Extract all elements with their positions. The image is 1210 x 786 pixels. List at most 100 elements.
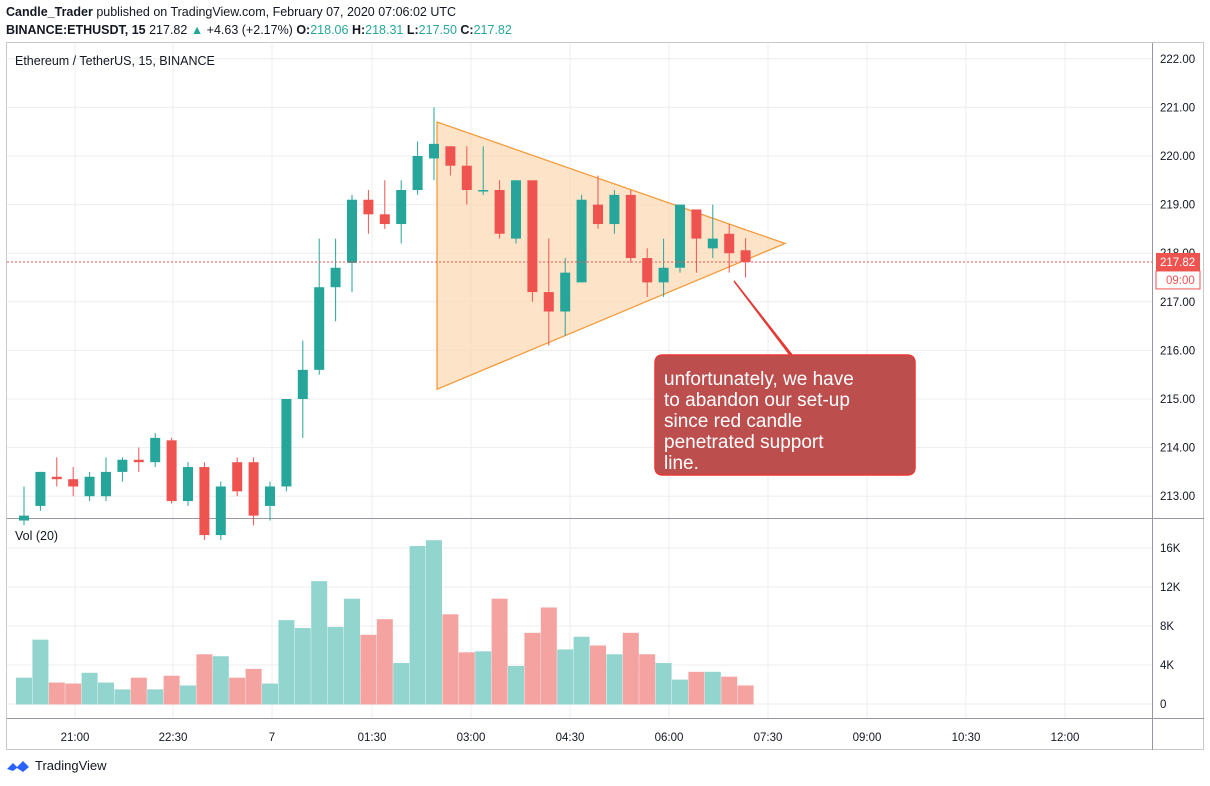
volume-bar: [622, 632, 639, 705]
volume-bar: [98, 682, 114, 705]
candle-body: [576, 199, 587, 283]
open-label: O:: [296, 23, 311, 37]
candle-body: [232, 462, 243, 492]
candle-body: [658, 267, 669, 283]
callout-line: line.: [664, 453, 699, 474]
price-tick-label: 221.00: [1160, 102, 1195, 114]
open-value: 218.06: [310, 23, 349, 37]
published-info: published on TradingView.com, February 0…: [96, 5, 457, 19]
triangle-pattern: [436, 121, 787, 391]
volume-bar: [442, 614, 459, 705]
candle-body: [609, 194, 620, 225]
main-series-legend: Ethereum / TetherUS, 15, BINANCE: [15, 54, 215, 68]
candle-body: [19, 515, 29, 521]
callout-bubble: [654, 280, 916, 476]
volume-legend: Vol (20): [15, 529, 58, 543]
price-tick-label: 222.00: [1160, 54, 1195, 66]
countdown-value: 09:00: [1166, 275, 1195, 287]
volume-bar: [212, 656, 229, 705]
callout-line: penetrated support: [664, 432, 824, 453]
low-label: L:: [406, 23, 419, 37]
volume-bar: [147, 689, 164, 705]
volume-bar: [262, 683, 278, 705]
candle-body: [543, 292, 554, 312]
volume-bar: [376, 619, 393, 705]
candle-body: [625, 194, 636, 259]
candle-body: [363, 199, 374, 215]
candle-body: [68, 479, 79, 487]
callout-line: unfortunately, we have: [664, 369, 854, 390]
candle-body: [412, 156, 423, 191]
price-tick-label: 213.00: [1160, 491, 1195, 503]
candle-body: [314, 287, 325, 370]
time-tick-label: 07:30: [754, 732, 783, 744]
candle-body: [593, 204, 603, 225]
volume-bar: [114, 689, 131, 705]
volume-bar: [557, 649, 574, 705]
volume-bar: [196, 654, 213, 705]
volume-bar: [606, 654, 623, 705]
volume-bar: [130, 677, 147, 705]
price-badge: [1156, 252, 1200, 271]
volume-bar: [278, 620, 295, 705]
countdown-badge: [1155, 270, 1201, 290]
tradingview-logo-icon: [7, 760, 29, 772]
time-tick-label: 21:00: [61, 732, 90, 744]
candle-body: [560, 272, 571, 312]
ohlc-row: BINANCE:ETHUSDT, 15 217.82 ▲ +4.63 (+2.1…: [6, 22, 512, 39]
volume-bar: [573, 636, 590, 705]
volume-bar: [327, 626, 344, 705]
candle-body: [330, 267, 341, 288]
candle-body: [527, 180, 538, 293]
time-tick-label: 7: [269, 732, 275, 744]
volume-bar: [65, 683, 82, 705]
volume-bar: [508, 665, 524, 705]
candle-body: [396, 190, 407, 225]
chart-header: Candle_Trader published on TradingView.c…: [6, 4, 512, 39]
price-badge-value: 217.82: [1160, 257, 1195, 269]
volume-tick-label: 16K: [1160, 543, 1181, 555]
candle-body: [429, 143, 439, 159]
candle-body: [445, 146, 456, 166]
time-tick-label: 06:00: [655, 732, 684, 744]
volume-bar: [737, 685, 754, 705]
volume-bar: [721, 676, 738, 705]
volume-tick-label: 4K: [1160, 660, 1174, 672]
candle-body: [740, 250, 751, 262]
candle-body: [478, 190, 489, 192]
time-tick-label: 12:00: [1051, 732, 1080, 744]
time-tick-label: 22:30: [159, 732, 188, 744]
symbol-label: BINANCE:ETHUSDT, 15: [6, 23, 146, 37]
candle-body: [347, 199, 357, 263]
volume-bar: [458, 652, 475, 705]
candle-body: [35, 471, 46, 506]
volume-bar: [245, 668, 262, 705]
candle-body: [511, 180, 521, 239]
tradingview-footer[interactable]: TradingView: [6, 758, 107, 773]
volume-bar: [393, 663, 410, 705]
publisher-name[interactable]: Candle_Trader: [6, 5, 93, 19]
price-tick-label: 217.00: [1160, 297, 1195, 309]
candle-body: [183, 467, 193, 502]
volume-bar: [163, 675, 180, 705]
price-tick-label: 215.00: [1160, 394, 1195, 406]
volume-tick-label: 0: [1160, 699, 1166, 711]
price-change: +4.63 (+2.17%): [206, 23, 293, 37]
candle-body: [133, 459, 144, 463]
price-tick-label: 220.00: [1160, 151, 1195, 163]
tradingview-brand: TradingView: [35, 758, 107, 773]
chart-frame[interactable]: [6, 42, 1204, 750]
callout-line: to abandon our set-up: [664, 390, 850, 411]
candle-body: [51, 476, 62, 480]
high-label: H:: [351, 23, 366, 37]
volume-bar: [344, 598, 360, 705]
last-price: 217.82: [149, 23, 188, 37]
candle-body: [379, 214, 390, 225]
candle-body: [265, 486, 275, 506]
volume-bar: [180, 685, 196, 705]
volume-bar: [639, 654, 656, 705]
volume-bar: [540, 607, 557, 705]
volume-bar: [32, 639, 49, 705]
time-tick-label: 04:30: [556, 732, 585, 744]
